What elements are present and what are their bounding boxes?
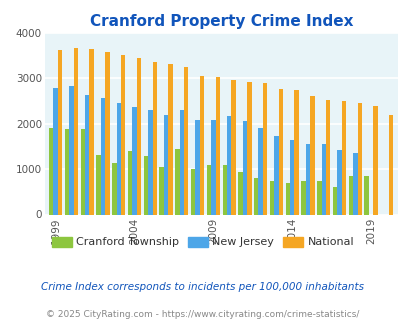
Bar [58, 50, 62, 214]
Bar [301, 182, 305, 215]
Bar [242, 121, 247, 214]
Bar [321, 144, 325, 214]
Bar [183, 68, 188, 214]
Bar [206, 165, 211, 214]
Bar [89, 50, 94, 214]
Bar [341, 101, 345, 214]
Bar [73, 48, 78, 214]
Bar [199, 76, 204, 214]
Bar [152, 62, 157, 215]
Bar [116, 103, 121, 214]
Bar [348, 177, 352, 214]
Bar [49, 128, 53, 214]
Bar [294, 90, 298, 214]
Bar [148, 110, 152, 214]
Bar [195, 120, 199, 214]
Bar [337, 149, 341, 214]
Bar [85, 95, 89, 214]
Bar [305, 144, 309, 214]
Bar [53, 88, 58, 214]
Bar [258, 128, 262, 214]
Title: Cranford Property Crime Index: Cranford Property Crime Index [89, 14, 352, 29]
Text: Crime Index corresponds to incidents per 100,000 inhabitants: Crime Index corresponds to incidents per… [41, 282, 364, 292]
Bar [128, 151, 132, 214]
Bar [215, 77, 220, 215]
Bar [316, 182, 321, 215]
Bar [357, 103, 361, 214]
Bar [262, 83, 266, 214]
Bar [211, 120, 215, 214]
Bar [309, 96, 314, 214]
Bar [168, 64, 172, 214]
Bar [100, 98, 105, 214]
Bar [112, 163, 116, 214]
Bar [159, 167, 164, 214]
Bar [136, 58, 141, 214]
Bar [278, 89, 282, 214]
Bar [105, 51, 109, 214]
Bar [325, 100, 330, 214]
Bar [289, 140, 294, 214]
Bar [96, 154, 100, 214]
Bar [285, 183, 289, 214]
Bar [164, 115, 168, 214]
Text: © 2025 CityRating.com - https://www.cityrating.com/crime-statistics/: © 2025 CityRating.com - https://www.city… [46, 310, 359, 319]
Bar [226, 116, 231, 214]
Bar [121, 55, 125, 214]
Bar [81, 129, 85, 214]
Bar [222, 165, 226, 214]
Bar [65, 129, 69, 214]
Bar [352, 153, 357, 215]
Bar [247, 82, 251, 214]
Bar [372, 106, 377, 214]
Bar [388, 115, 392, 214]
Bar [238, 172, 242, 214]
Bar [143, 156, 148, 214]
Bar [231, 80, 235, 214]
Bar [175, 149, 179, 214]
Bar [364, 177, 368, 214]
Bar [274, 136, 278, 214]
Bar [254, 178, 258, 214]
Bar [269, 182, 274, 215]
Legend: Cranford Township, New Jersey, National: Cranford Township, New Jersey, National [47, 232, 358, 252]
Bar [332, 187, 337, 214]
Bar [69, 86, 73, 214]
Bar [132, 108, 136, 214]
Bar [179, 110, 183, 214]
Bar [190, 169, 195, 214]
